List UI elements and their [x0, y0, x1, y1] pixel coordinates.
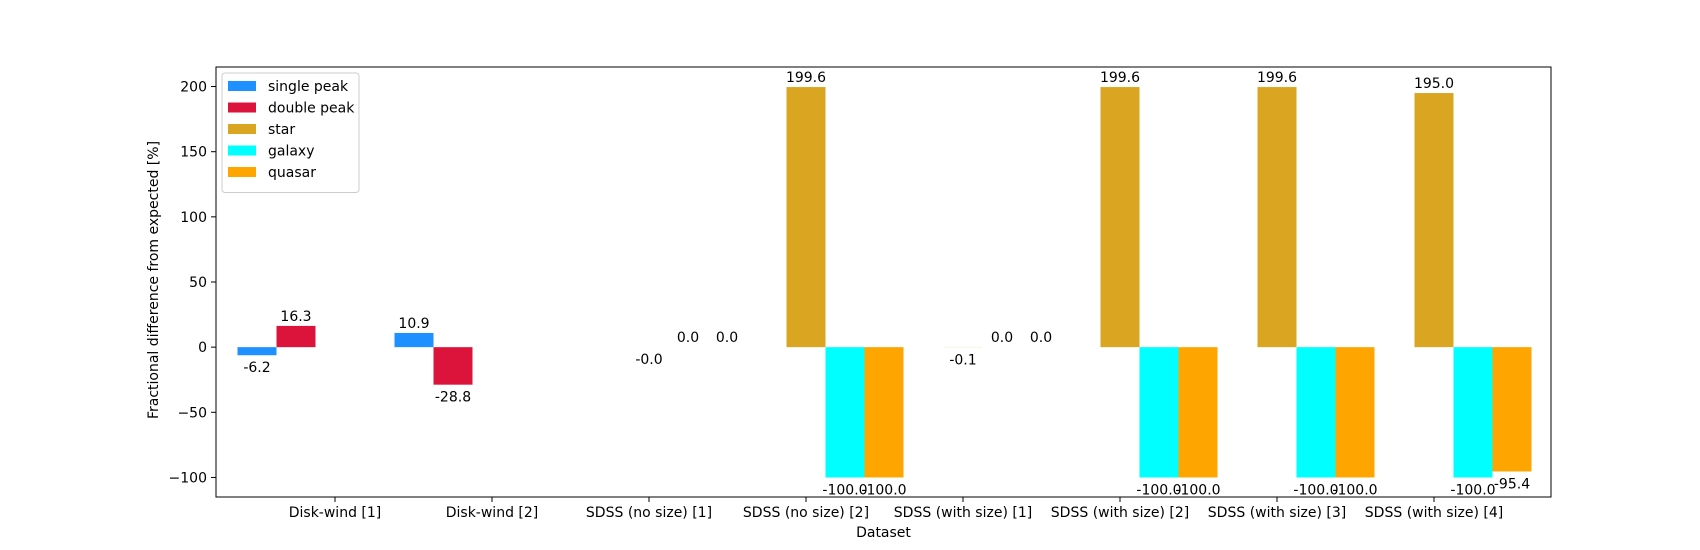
legend-label: double peak — [268, 101, 355, 117]
bar-star-6 — [1257, 87, 1297, 348]
bar-label: -28.8 — [435, 390, 471, 406]
y-tick-label: 50 — [189, 275, 207, 291]
bar-galaxy-3 — [825, 347, 865, 478]
bar-quasar-7 — [1492, 347, 1532, 472]
bar-star-5 — [1100, 87, 1140, 348]
bars-layer — [237, 87, 1532, 478]
y-tick-label: 0 — [198, 340, 207, 356]
legend-swatch — [228, 167, 256, 177]
bar-label: 10.9 — [398, 316, 429, 332]
bar-label: -0.1 — [949, 352, 976, 368]
bar-label: 0.0 — [1030, 330, 1052, 346]
x-tick-label: SDSS (no size) [2] — [743, 505, 869, 521]
x-tick-label: SDSS (no size) [1] — [586, 505, 712, 521]
bar-galaxy-5 — [1139, 347, 1179, 478]
bar-double-peak-0 — [276, 325, 316, 348]
y-tick-label: 150 — [180, 145, 207, 161]
legend-swatch — [228, 145, 256, 156]
bar-label: 199.6 — [1257, 70, 1297, 86]
x-axis-label: Dataset — [856, 525, 911, 541]
bar-single-peak-0 — [237, 347, 277, 356]
bar-quasar-6 — [1335, 347, 1375, 478]
legend: single peak double peak star galaxy quasar — [221, 72, 360, 193]
bar-label: -100.0 — [861, 482, 906, 498]
legend-swatch — [228, 124, 256, 134]
x-tick-label: SDSS (with size) [4] — [1365, 505, 1503, 521]
bar-single-peak-1 — [394, 332, 434, 348]
legend-swatch — [228, 102, 256, 113]
bar-label: 0.0 — [991, 330, 1013, 346]
x-tick-label: Disk-wind [2] — [446, 505, 539, 521]
bar-label: -6.2 — [243, 360, 270, 376]
bar-label: -95.4 — [1494, 476, 1530, 492]
legend-swatch — [228, 81, 256, 91]
legend-label: single peak — [268, 79, 349, 95]
y-tick-label: −50 — [177, 405, 207, 421]
x-axis: Disk-wind [1] Disk-wind [2] SDSS (no size)… — [289, 497, 1503, 521]
legend-label: galaxy — [268, 144, 315, 160]
legend-box — [221, 72, 360, 193]
y-axis: −100 −50 0 50 100 150 200 — [169, 80, 216, 486]
bar-label: -100.0 — [1136, 482, 1181, 498]
bar-label: -100.0 — [1293, 482, 1338, 498]
bar-label: 0.0 — [716, 330, 738, 346]
bar-galaxy-7 — [1453, 347, 1493, 478]
x-tick-label: SDSS (with size) [3] — [1208, 505, 1346, 521]
legend-label: quasar — [268, 165, 316, 181]
bar-labels-layer: -6.2 10.9 16.3 -28.8 -0.0 199.6 -0.1 199.6 199.6… — [243, 70, 1530, 498]
legend-label: star — [268, 122, 295, 138]
bar-label: 16.3 — [280, 309, 311, 325]
bar-label: 0.0 — [677, 330, 699, 346]
bar-label: 195.0 — [1414, 76, 1454, 92]
x-tick-label: Disk-wind [1] — [289, 505, 382, 521]
y-tick-label: 200 — [180, 80, 207, 96]
bar-quasar-3 — [864, 347, 904, 478]
bar-label: -100.0 — [822, 482, 867, 498]
y-tick-label: 100 — [180, 210, 207, 226]
bar-label: 199.6 — [786, 70, 826, 86]
x-tick-label: SDSS (with size) [2] — [1051, 505, 1189, 521]
bar-star-3 — [786, 87, 826, 348]
bar-quasar-5 — [1178, 347, 1218, 478]
y-tick-label: −100 — [169, 470, 207, 486]
bar-label: -100.0 — [1450, 482, 1495, 498]
bar-galaxy-6 — [1296, 347, 1336, 478]
x-tick-label: SDSS (with size) [1] — [894, 505, 1032, 521]
bar-label: -100.0 — [1175, 482, 1220, 498]
bar-label: 199.6 — [1100, 70, 1140, 86]
y-axis-label: Fractional difference from expected [%] — [146, 141, 162, 419]
bar-label: -100.0 — [1332, 482, 1377, 498]
bar-double-peak-1 — [433, 347, 473, 385]
bar-label: -0.0 — [635, 352, 662, 368]
bar-star-7 — [1414, 93, 1454, 348]
